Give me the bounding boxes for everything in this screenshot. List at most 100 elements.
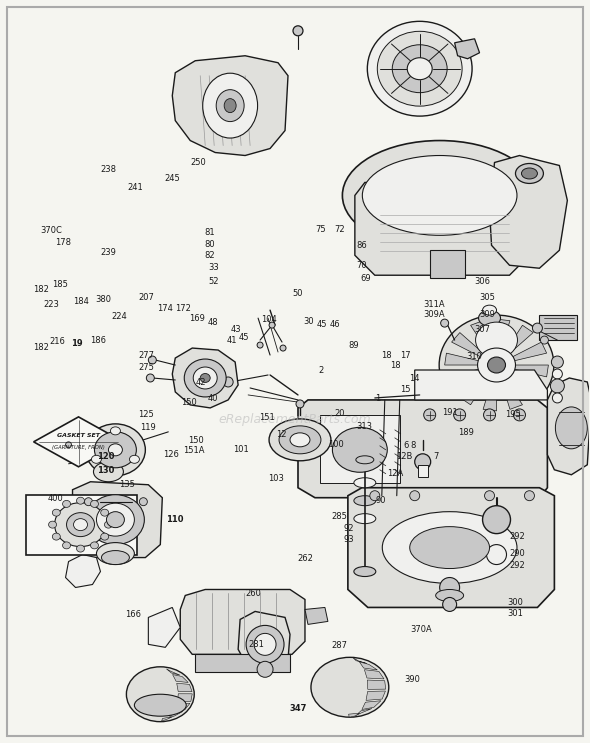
Text: 45: 45	[238, 333, 249, 342]
Text: 70: 70	[357, 261, 368, 270]
Ellipse shape	[476, 322, 517, 358]
Text: 275: 275	[139, 363, 155, 372]
Polygon shape	[366, 691, 385, 701]
Polygon shape	[169, 711, 183, 718]
Polygon shape	[177, 684, 192, 692]
Polygon shape	[348, 487, 555, 608]
Ellipse shape	[94, 432, 136, 468]
Text: 245: 245	[165, 175, 181, 184]
Text: 189: 189	[458, 428, 474, 437]
Ellipse shape	[354, 513, 376, 524]
Polygon shape	[172, 56, 288, 155]
Polygon shape	[501, 379, 523, 409]
Text: 292: 292	[510, 561, 525, 570]
Ellipse shape	[439, 315, 554, 415]
Ellipse shape	[257, 661, 273, 678]
Text: 50: 50	[293, 289, 303, 298]
Text: 14: 14	[409, 374, 419, 383]
Ellipse shape	[296, 400, 304, 408]
Text: 309: 309	[479, 310, 495, 319]
Text: 126: 126	[163, 450, 179, 459]
Ellipse shape	[257, 342, 263, 348]
Text: 151: 151	[260, 413, 275, 422]
Text: 260: 260	[246, 589, 262, 598]
Polygon shape	[512, 342, 546, 361]
Text: 33: 33	[208, 263, 219, 272]
Text: 81: 81	[204, 227, 215, 236]
Ellipse shape	[223, 377, 233, 387]
Text: 12B: 12B	[396, 452, 412, 461]
Text: 75: 75	[316, 224, 326, 234]
Text: 7: 7	[434, 452, 439, 461]
Text: 18: 18	[381, 351, 392, 360]
Text: 239: 239	[100, 248, 116, 257]
Polygon shape	[548, 378, 590, 475]
Text: 135: 135	[119, 480, 135, 489]
Text: 92: 92	[344, 524, 355, 533]
Polygon shape	[148, 608, 181, 647]
Ellipse shape	[104, 521, 113, 528]
Ellipse shape	[87, 495, 145, 545]
Text: 182: 182	[33, 343, 48, 352]
Polygon shape	[362, 701, 381, 710]
Ellipse shape	[246, 626, 284, 663]
Polygon shape	[415, 370, 548, 400]
Text: 166: 166	[125, 610, 141, 619]
Polygon shape	[506, 325, 533, 354]
Polygon shape	[368, 680, 386, 690]
Text: 390: 390	[405, 675, 421, 684]
Polygon shape	[365, 669, 384, 679]
Text: 207: 207	[138, 293, 154, 302]
Text: 86: 86	[357, 241, 368, 250]
Polygon shape	[471, 321, 492, 351]
Ellipse shape	[110, 427, 120, 435]
Text: 72: 72	[335, 224, 345, 234]
Polygon shape	[181, 589, 305, 655]
Bar	[195, 655, 290, 672]
Ellipse shape	[135, 694, 186, 716]
Ellipse shape	[200, 374, 210, 383]
Bar	[25, 495, 137, 554]
Ellipse shape	[540, 336, 548, 344]
Ellipse shape	[483, 305, 497, 315]
Text: 313: 313	[356, 422, 372, 431]
Text: 103: 103	[268, 475, 284, 484]
Ellipse shape	[516, 163, 543, 184]
Text: 178: 178	[55, 238, 71, 247]
Ellipse shape	[129, 455, 139, 464]
Ellipse shape	[74, 519, 87, 531]
Text: 172: 172	[175, 304, 191, 313]
Ellipse shape	[332, 427, 387, 473]
Ellipse shape	[342, 140, 537, 250]
Bar	[418, 465, 428, 477]
Text: 104: 104	[261, 315, 276, 324]
Text: 292: 292	[510, 532, 525, 542]
Ellipse shape	[382, 512, 517, 583]
Ellipse shape	[552, 393, 562, 403]
Text: 52: 52	[208, 276, 219, 285]
Polygon shape	[445, 353, 479, 365]
Ellipse shape	[356, 455, 374, 464]
Polygon shape	[356, 709, 372, 716]
Ellipse shape	[415, 454, 431, 470]
Text: 285: 285	[331, 512, 347, 522]
Polygon shape	[355, 183, 529, 275]
Ellipse shape	[484, 490, 494, 501]
Ellipse shape	[293, 26, 303, 36]
Text: 300: 300	[508, 598, 524, 607]
Ellipse shape	[184, 359, 226, 397]
Ellipse shape	[311, 658, 389, 717]
Text: 89: 89	[349, 341, 359, 350]
Text: 182: 182	[33, 285, 48, 294]
Text: 125: 125	[138, 410, 154, 419]
Polygon shape	[483, 380, 497, 411]
Ellipse shape	[93, 462, 123, 481]
Ellipse shape	[354, 478, 376, 487]
Text: 216: 216	[50, 337, 65, 346]
Text: 150: 150	[188, 436, 204, 445]
Ellipse shape	[522, 168, 537, 179]
Polygon shape	[162, 717, 172, 721]
Polygon shape	[305, 608, 328, 624]
Ellipse shape	[440, 577, 460, 597]
Text: 30: 30	[303, 317, 314, 325]
